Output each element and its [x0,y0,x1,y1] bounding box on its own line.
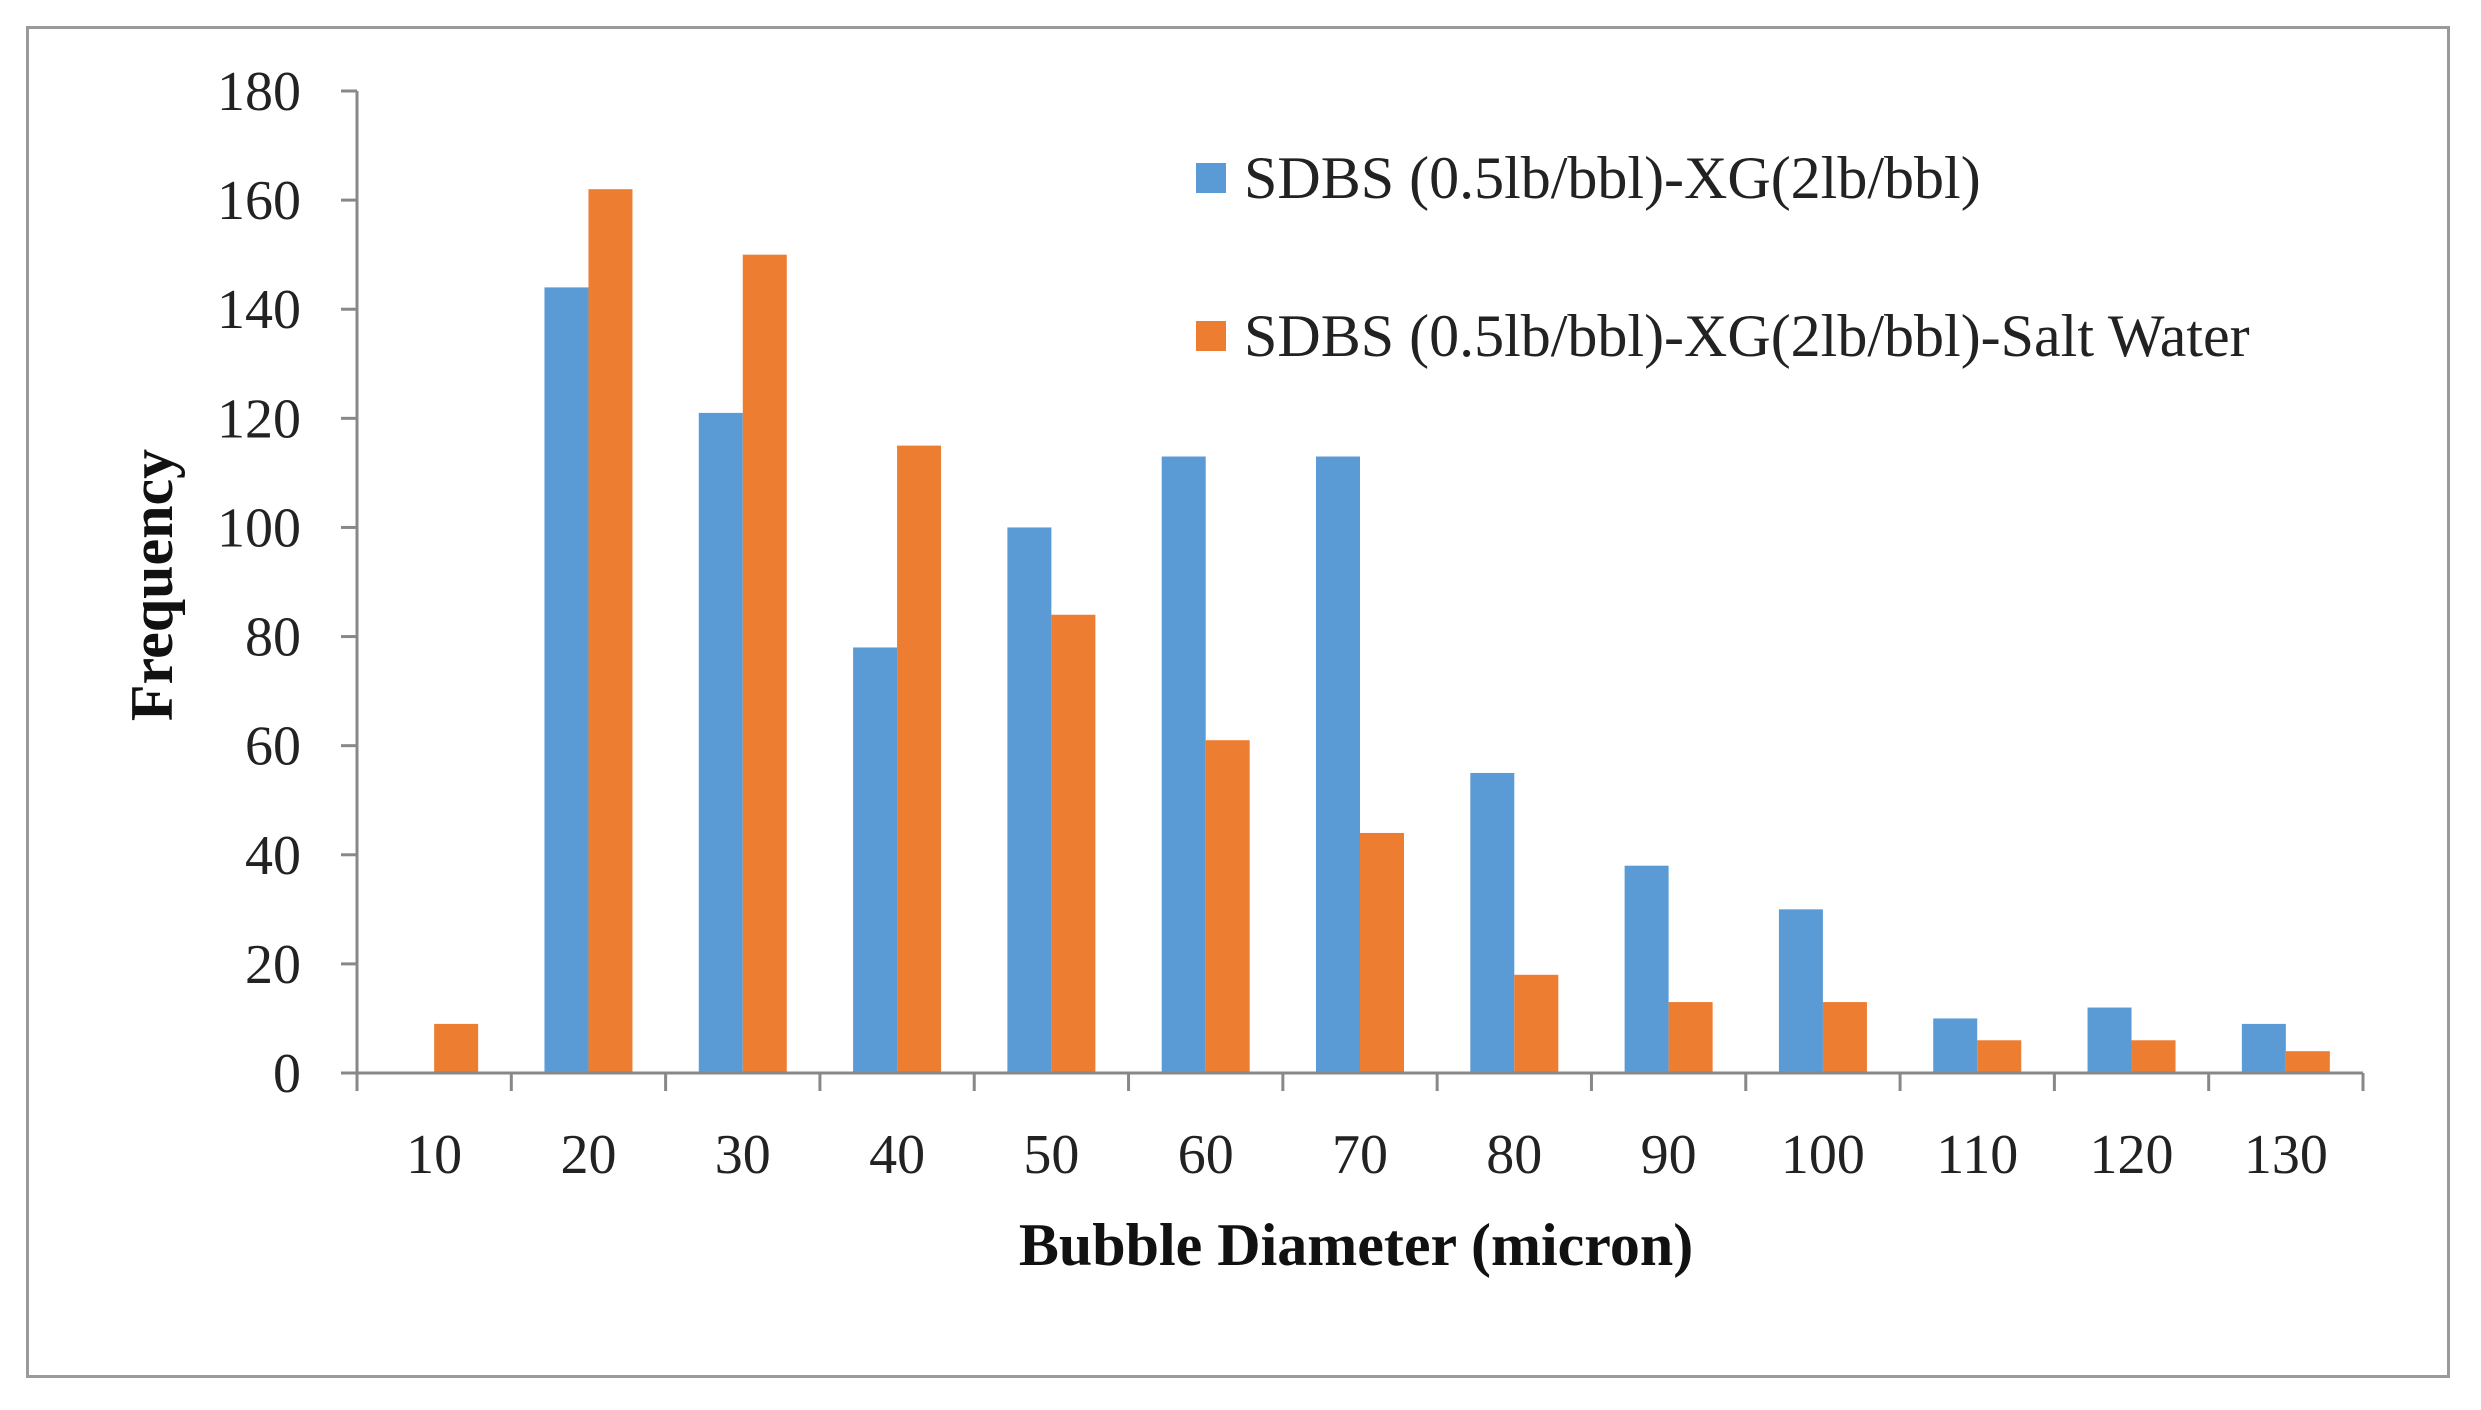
x-tick-label: 40 [869,1124,925,1186]
bar-series-1-30 [698,412,743,1073]
legend-swatch-1 [1196,163,1226,193]
y-tick-label: 40 [245,825,301,887]
x-tick-label: 10 [406,1124,462,1186]
x-tick-label: 110 [1936,1124,2018,1186]
bar-series-2-60 [1205,740,1250,1073]
bar-series-1-110 [1933,1018,1978,1073]
bar-series-2-90 [1668,1002,1713,1073]
legend-swatch-2 [1196,321,1226,351]
x-tick-label: 80 [1486,1124,1542,1186]
chart-frame [26,26,2450,1378]
x-axis-title: Bubble Diameter (micron) [1019,1212,1693,1278]
bar-series-2-80 [1514,974,1559,1073]
y-tick-label: 80 [245,607,301,669]
x-tick-label: 50 [1023,1124,1079,1186]
x-tick-label: 70 [1332,1124,1388,1186]
axes-layer [355,91,2363,1075]
bar-series-2-50 [1051,614,1096,1073]
legend-label-2: SDBS (0.5lb/bbl)-XG(2lb/bbl)-Salt Water [1244,303,2250,369]
bar-series-1-40 [853,647,898,1073]
bar-series-2-70 [1360,832,1404,1073]
y-tick-label: 140 [217,279,301,341]
bar-series-2-120 [2131,1040,2176,1073]
legend: SDBS (0.5lb/bbl)-XG(2lb/bbl) SDBS (0.5lb/… [1196,145,2250,369]
y-tick-label: 180 [217,61,301,123]
x-tick-label: 120 [2090,1124,2174,1186]
bar-series-1-90 [1624,865,1669,1073]
y-tick-label: 0 [273,1043,301,1105]
bar-series-2-40 [897,445,942,1074]
bar-series-1-130 [2241,1023,2286,1073]
x-tick-label: 90 [1641,1124,1697,1186]
bar-series-2-100 [1822,1002,1867,1073]
bar-series-2-30 [742,254,787,1073]
bar-series-1-100 [1778,909,1823,1073]
bar-series-1-60 [1161,456,1206,1073]
y-tick-label: 120 [217,388,301,450]
x-tick-label: 30 [715,1124,771,1186]
x-tick-label: 100 [1781,1124,1865,1186]
x-tick-label: 130 [2244,1124,2328,1186]
bar-series-1-120 [2087,1007,2132,1073]
bar-series-1-70 [1316,456,1360,1073]
bar-series-1-80 [1470,772,1515,1073]
bar-series-2-20 [588,189,633,1073]
x-tick-label: 20 [560,1124,616,1186]
y-tick-label: 20 [245,934,301,996]
y-tick-label: 100 [217,497,301,559]
bar-series-1-50 [1007,527,1052,1073]
bar-series-2-110 [1977,1040,2022,1073]
x-tick-label: 60 [1178,1124,1234,1186]
bar-series-2-130 [2285,1051,2330,1073]
bar-series-1-20 [544,287,589,1073]
y-axis-title: Frequency [119,449,185,721]
bar-series-2-10 [434,1023,479,1073]
y-tick-label: 160 [217,170,301,232]
ticks-layer: 0 20 40 60 80 100 120 140 160 180 10 20 30 40 50 60 70 80… [217,61,2365,1186]
bars-layer [434,189,2330,1074]
legend-label-1: SDBS (0.5lb/bbl)-XG(2lb/bbl) [1244,145,1981,211]
y-tick-label: 60 [245,716,301,778]
